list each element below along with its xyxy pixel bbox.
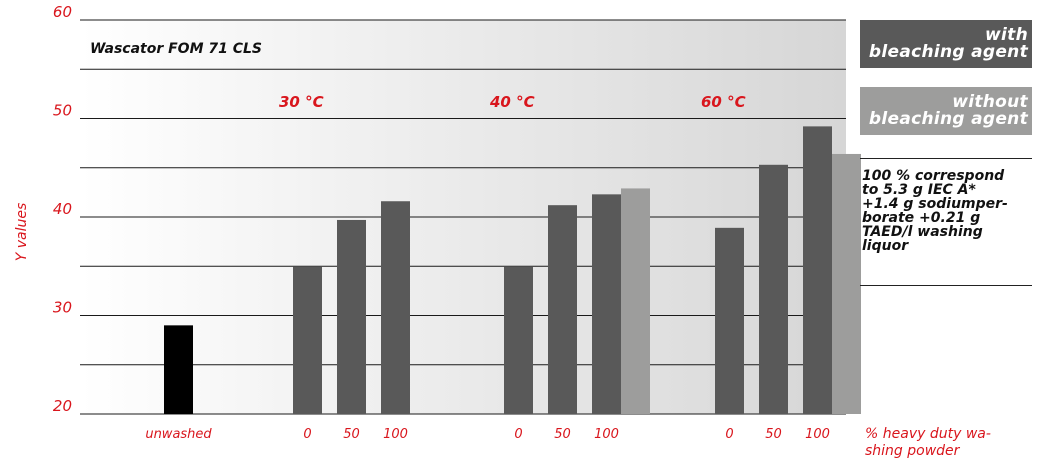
note-line: +1.4 g sodiumper- xyxy=(862,196,1008,212)
dosage-note: 100 % correspond to 5.3 g IEC A* +1.4 g … xyxy=(860,158,1032,286)
bar xyxy=(759,164,788,414)
bar xyxy=(803,126,832,414)
note-line: liquor xyxy=(862,238,909,254)
legend-with-bleaching-agent: with bleaching agent xyxy=(860,20,1032,68)
x-tick-label: 100 xyxy=(594,427,619,442)
bar xyxy=(592,194,621,414)
x-tick-label: 50 xyxy=(554,427,571,442)
bar xyxy=(504,266,533,414)
bar xyxy=(621,188,650,414)
y-tick-label: 40 xyxy=(53,200,72,218)
x-tick-label: 0 xyxy=(514,427,522,442)
x-tick-label: 0 xyxy=(303,427,311,442)
legend-without-line-2: bleaching agent xyxy=(868,109,1028,129)
chart-title: Wascator FOM 71 CLS xyxy=(90,41,262,57)
bar xyxy=(293,266,322,414)
y-tick-label: 50 xyxy=(53,102,72,120)
x-axis-label-line: shing powder xyxy=(865,443,960,459)
x-tick-label: 50 xyxy=(765,427,782,442)
group-label: 30 °C xyxy=(279,93,324,111)
x-tick-label: 100 xyxy=(383,427,408,442)
note-line: TAED/l washing xyxy=(862,224,983,240)
x-axis-label: % heavy duty wa- shing powder xyxy=(865,426,1025,460)
legend-with-line-2: bleaching agent xyxy=(868,42,1028,62)
note-line: 100 % correspond xyxy=(862,168,1005,184)
bar xyxy=(164,325,193,414)
group-label: 60 °C xyxy=(701,93,746,111)
y-axis-label: Y values xyxy=(14,203,30,262)
bar xyxy=(715,227,744,414)
legend-without-line-1: without xyxy=(952,92,1028,112)
bar xyxy=(337,219,366,414)
y-tick-label: 30 xyxy=(53,299,72,317)
x-tick-label: 50 xyxy=(343,427,360,442)
x-tick-label: 100 xyxy=(805,427,830,442)
y-tick-label: 20 xyxy=(53,397,72,415)
bar xyxy=(548,205,577,414)
group-label: 40 °C xyxy=(489,93,535,111)
legend-with-line-1: with xyxy=(985,25,1028,45)
bar xyxy=(832,153,861,414)
note-line: to 5.3 g IEC A* xyxy=(862,182,976,198)
x-tick-label: unwashed xyxy=(145,427,212,442)
x-axis-label-line: % heavy duty wa- xyxy=(865,426,991,442)
y-tick-label: 60 xyxy=(53,3,72,21)
note-line: borate +0.21 g xyxy=(862,210,981,226)
bar xyxy=(381,201,410,414)
x-tick-label: 0 xyxy=(725,427,733,442)
legend-without-bleaching-agent: without bleaching agent xyxy=(860,87,1032,135)
